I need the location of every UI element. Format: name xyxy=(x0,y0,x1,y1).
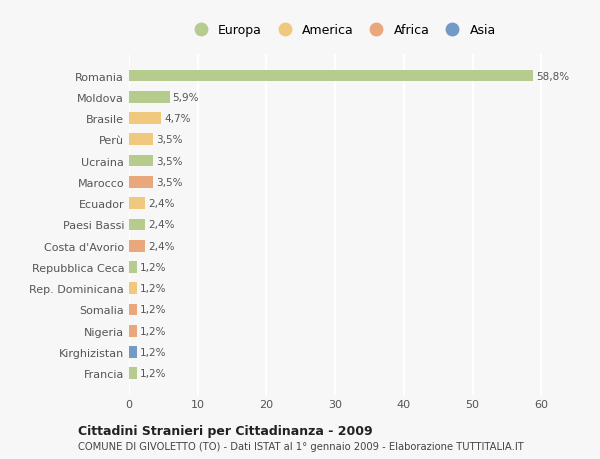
Bar xyxy=(129,92,170,103)
Bar xyxy=(129,368,137,379)
Text: 1,2%: 1,2% xyxy=(140,369,166,379)
Text: 3,5%: 3,5% xyxy=(156,178,182,187)
Bar xyxy=(129,71,533,82)
Text: 2,4%: 2,4% xyxy=(148,241,175,251)
Text: 4,7%: 4,7% xyxy=(164,114,191,124)
Bar xyxy=(129,177,153,188)
Text: COMUNE DI GIVOLETTO (TO) - Dati ISTAT al 1° gennaio 2009 - Elaborazione TUTTITAL: COMUNE DI GIVOLETTO (TO) - Dati ISTAT al… xyxy=(78,441,524,451)
Legend: Europa, America, Africa, Asia: Europa, America, Africa, Asia xyxy=(184,21,500,41)
Bar xyxy=(129,347,137,358)
Text: 1,2%: 1,2% xyxy=(140,326,166,336)
Bar xyxy=(129,219,145,231)
Text: 58,8%: 58,8% xyxy=(536,71,569,81)
Text: 1,2%: 1,2% xyxy=(140,284,166,294)
Bar xyxy=(129,325,137,337)
Text: 1,2%: 1,2% xyxy=(140,263,166,272)
Text: 3,5%: 3,5% xyxy=(156,156,182,166)
Text: 1,2%: 1,2% xyxy=(140,305,166,315)
Text: 1,2%: 1,2% xyxy=(140,347,166,357)
Bar xyxy=(129,283,137,294)
Text: 2,4%: 2,4% xyxy=(148,199,175,209)
Bar xyxy=(129,241,145,252)
Text: 5,9%: 5,9% xyxy=(172,93,199,102)
Bar xyxy=(129,304,137,316)
Text: Cittadini Stranieri per Cittadinanza - 2009: Cittadini Stranieri per Cittadinanza - 2… xyxy=(78,424,373,437)
Bar xyxy=(129,113,161,125)
Text: 3,5%: 3,5% xyxy=(156,135,182,145)
Bar xyxy=(129,198,145,209)
Bar xyxy=(129,156,153,167)
Bar xyxy=(129,262,137,273)
Text: 2,4%: 2,4% xyxy=(148,220,175,230)
Bar xyxy=(129,134,153,146)
